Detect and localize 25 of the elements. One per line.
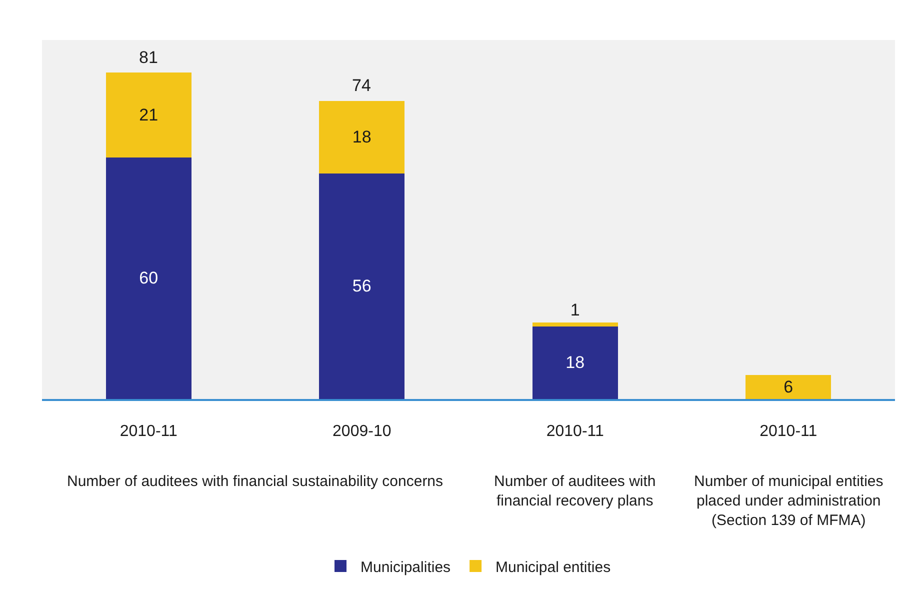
text: Number of auditees with financial sustainability concerns	[67, 473, 444, 490]
legend-label: Municipal entities	[496, 558, 611, 576]
total-label: 74	[352, 76, 371, 95]
bar	[532, 326, 618, 399]
bar	[106, 72, 192, 158]
data-label: 6	[784, 377, 794, 396]
total-label: 81	[139, 48, 158, 67]
bar	[746, 374, 832, 399]
data-label: 18	[352, 128, 372, 147]
x-tick-label: 2010-11	[546, 422, 604, 440]
data-label: 21	[139, 105, 158, 124]
bar	[532, 322, 618, 326]
text: Number of auditees with financial recovery plans	[494, 473, 656, 510]
x-tick-label: 2010-11	[760, 422, 818, 440]
x-tick-label: 2009-10	[332, 422, 392, 440]
data-label: 18	[566, 353, 585, 372]
text: Number of municipal entities placed under administration (Section 139 of MFMA)	[694, 473, 884, 529]
data-label: 56	[352, 276, 372, 296]
data-label: 60	[139, 268, 158, 288]
bar	[319, 173, 405, 399]
bar	[106, 157, 192, 399]
data-label: 1	[570, 300, 580, 320]
legend-label: Municipalities	[360, 558, 451, 576]
x-tick-label: 2010-11	[120, 422, 178, 440]
bar	[319, 100, 405, 174]
